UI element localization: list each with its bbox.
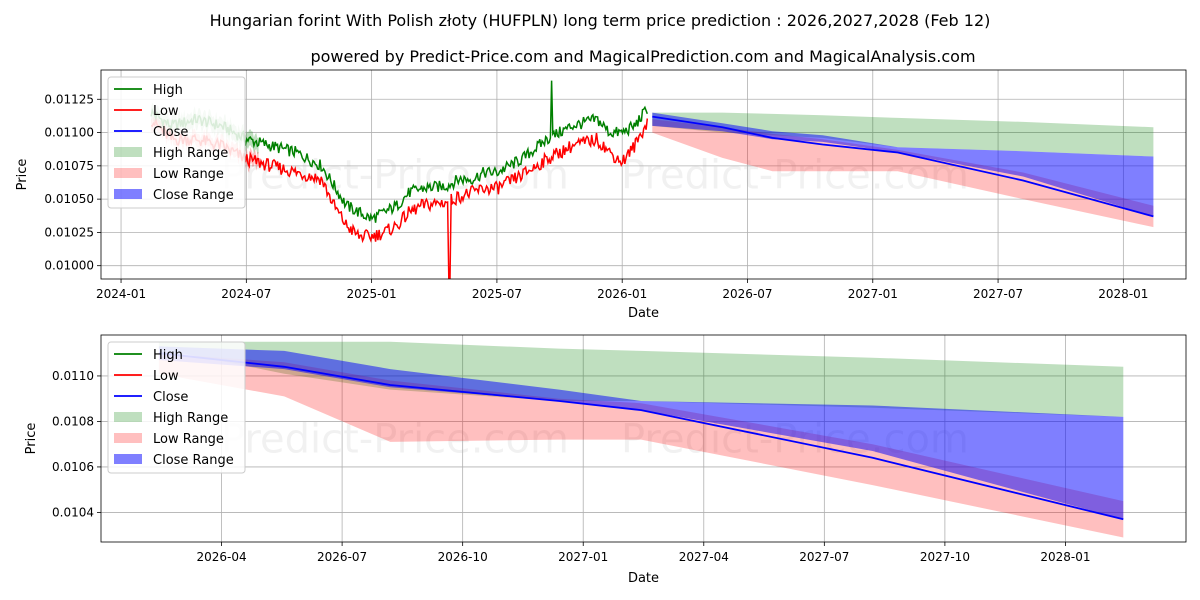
legend-swatch-patch <box>114 189 142 199</box>
legend-entry-label: High Range <box>153 146 228 161</box>
close-series-line <box>652 115 1154 218</box>
legend-entry-label: Close Range <box>153 453 234 468</box>
y-axis-label: Price <box>15 159 30 191</box>
x-axis-label: Date <box>628 571 659 586</box>
x-tick-label: 2027-01 <box>558 550 608 564</box>
y-tick-label: 0.0108 <box>52 414 94 428</box>
x-tick-label: 2026-04 <box>196 550 246 564</box>
x-tick-label: 2024-01 <box>96 287 146 301</box>
x-tick-label: 2027-07 <box>973 287 1023 301</box>
legend-entry-label: Low Range <box>153 432 224 447</box>
x-tick-label: 2025-01 <box>347 287 397 301</box>
plot-area <box>158 341 1124 538</box>
chart-title: Hungarian forint With Polish złoty (HUFP… <box>210 11 991 30</box>
x-tick-label: 2026-01 <box>597 287 647 301</box>
y-tick-label: 0.01050 <box>44 192 94 206</box>
x-tick-label: 2027-07 <box>799 550 849 564</box>
legend-entry-label: High <box>153 348 183 363</box>
x-tick-label: 2028-01 <box>1098 287 1148 301</box>
x-tick-label: 2025-07 <box>472 287 522 301</box>
y-tick-label: 0.01025 <box>44 225 94 239</box>
y-tick-label: 0.01000 <box>44 259 94 273</box>
y-tick-label: 0.0104 <box>52 505 94 519</box>
bottom-panel: Predict-Price.com Predict-Price.com2026-0… <box>24 334 1187 586</box>
legend-swatch-patch <box>114 147 142 157</box>
x-tick-label: 2027-10 <box>920 550 970 564</box>
x-tick-label: 2027-01 <box>848 287 898 301</box>
legend-swatch-patch <box>114 433 142 443</box>
legend-swatch-patch <box>114 168 142 178</box>
legend-entry-label: Close <box>153 390 188 405</box>
y-tick-label: 0.01100 <box>44 126 94 140</box>
top-panel: Predict-Price.com Predict-Price.com2024-0… <box>15 69 1187 321</box>
legend-entry-label: High Range <box>153 411 228 426</box>
low-range-band <box>652 119 1154 228</box>
x-tick-label: 2024-07 <box>221 287 271 301</box>
y-tick-label: 0.01125 <box>44 92 94 106</box>
legend-entry-label: High <box>153 83 183 98</box>
x-axis-label: Date <box>628 306 659 321</box>
x-tick-label: 2026-10 <box>438 550 488 564</box>
legend: High Low Close High Range Low Range Close Ran… <box>107 76 246 209</box>
legend-swatch-patch <box>114 454 142 464</box>
plot-frame <box>100 69 1187 280</box>
close-series-line <box>158 352 1124 521</box>
y-tick-label: 0.01075 <box>44 159 94 173</box>
high-range-band <box>158 341 1124 417</box>
legend-swatch-patch <box>114 412 142 422</box>
legend-entry-label: Close Range <box>153 188 234 203</box>
chart-subtitle: powered by Predict-Price.com and Magical… <box>310 47 975 66</box>
legend: High Low Close High Range Low Range Close Ran… <box>107 341 246 474</box>
x-tick-label: 2027-04 <box>679 550 729 564</box>
legend-entry-label: Low <box>153 104 179 119</box>
high-range-band <box>652 112 1154 157</box>
plot-frame <box>100 334 1187 543</box>
legend-entry-label: Close <box>153 125 188 140</box>
x-tick-label: 2026-07 <box>317 550 367 564</box>
x-tick-label: 2028-01 <box>1040 550 1090 564</box>
watermark-text: Predict-Price.com <box>221 417 569 463</box>
watermark-text: Predict-Price.com <box>621 153 969 199</box>
legend-box <box>107 341 246 474</box>
low-range-band <box>158 353 1124 538</box>
legend-box <box>107 76 246 209</box>
legend-entry-label: Low Range <box>153 167 224 182</box>
y-tick-label: 0.0106 <box>52 460 94 474</box>
y-tick-label: 0.0110 <box>52 369 94 383</box>
legend-entry-label: Low <box>153 369 179 384</box>
x-tick-label: 2026-07 <box>722 287 772 301</box>
y-axis-label: Price <box>24 423 39 455</box>
